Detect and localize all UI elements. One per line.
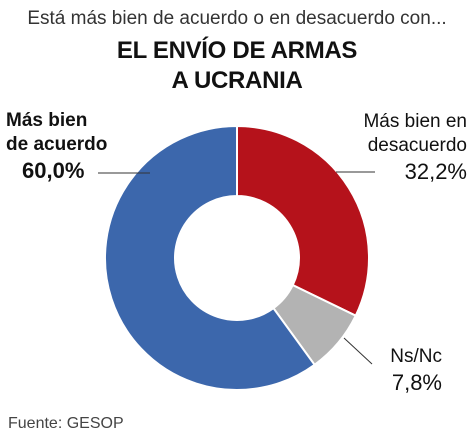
slice-value-1: 7,8% [392,370,442,395]
donut-slice-2 [104,124,316,391]
chart-subtitle: Está más bien de acuerdo o en desacuerdo… [27,8,447,29]
chart-title-line-1: EL ENVÍO DE ARMAS [116,37,358,64]
donut-slice-0 [236,124,370,318]
slice-label-2-line-0: Más bien [6,110,87,131]
chart-title-line-2: A UCRANIA [171,67,303,94]
slice-label-0-line-0: Más bien en [363,111,467,132]
chart-title: EL ENVÍO DE ARMAS A UCRANIA [0,36,474,96]
slice-label-2-line-1: de acuerdo [6,134,107,155]
slice-value-2: 60,0% [22,158,84,183]
slice-value-0: 32,2% [405,159,467,184]
leader-line-1 [343,337,373,365]
source-note: Fuente: GESOP [8,415,124,432]
slice-label-0-line-1: desacuerdo [368,135,467,156]
slice-label-1-line-0: Ns/Nc [390,346,442,367]
